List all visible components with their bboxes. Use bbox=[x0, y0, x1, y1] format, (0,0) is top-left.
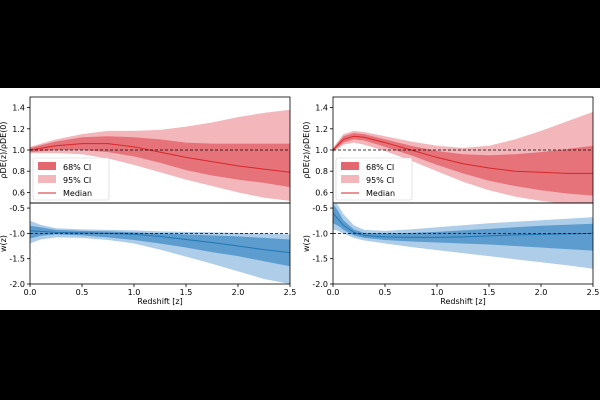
legend-ci68-label: 68% CI bbox=[63, 163, 91, 172]
top-ytick-label: 1.2 bbox=[315, 125, 328, 134]
top-ytick-label: 1.2 bbox=[12, 125, 25, 134]
legend-median-label: Median bbox=[366, 189, 395, 198]
bottom-axes-frame bbox=[332, 202, 594, 285]
bottom-y-axis-label: w(z) bbox=[0, 235, 8, 252]
top-ytick-label: 0.8 bbox=[315, 167, 328, 176]
xtick-label: 0.0 bbox=[24, 288, 37, 297]
legend-ci95-label: 95% CI bbox=[63, 176, 91, 185]
rho-median-line bbox=[333, 135, 593, 174]
legend-ci95-swatch bbox=[38, 175, 56, 183]
w-median-line bbox=[30, 230, 290, 254]
bottom-ytick-label: -1.5 bbox=[9, 255, 25, 264]
bottom-ytick-label: -0.5 bbox=[312, 204, 328, 213]
xtick-label: 2.5 bbox=[284, 288, 297, 297]
bottom-ytick-label: -1.0 bbox=[9, 229, 25, 238]
top-ytick-label: 1.4 bbox=[12, 104, 25, 113]
rho-ci68-band bbox=[333, 133, 593, 196]
xtick-label: 2.5 bbox=[587, 288, 600, 297]
legend-median-label: Median bbox=[63, 189, 92, 198]
legend-ci95-swatch bbox=[341, 175, 359, 183]
bottom-ytick-label: -1.5 bbox=[312, 255, 328, 264]
xtick-label: 0.5 bbox=[379, 288, 392, 297]
x-axis-label: Redshift [z] bbox=[440, 297, 485, 306]
top-y-axis-label: ρDE(z)/ρDE(0) bbox=[302, 121, 311, 178]
bottom-ytick-label: -0.5 bbox=[9, 204, 25, 213]
top-ytick-label: 0.8 bbox=[12, 167, 25, 176]
top-ytick-label: 0.6 bbox=[12, 188, 25, 197]
legend-ci68-swatch bbox=[341, 162, 359, 170]
xtick-label: 1.0 bbox=[431, 288, 444, 297]
w-ci68-band bbox=[30, 225, 290, 267]
panel-right: 0.6 0.8 1.0 1.2 1.4 ρDE(z)/ρDE(0) 68% CI 95% CI… bbox=[302, 96, 600, 306]
legend-ci68-swatch bbox=[38, 162, 56, 170]
top-ytick-label: 1.0 bbox=[12, 146, 25, 155]
bottom-plot-area bbox=[333, 203, 593, 269]
top-ytick-label: 1.0 bbox=[315, 146, 328, 155]
w-median-line bbox=[333, 212, 593, 238]
bottom-y-axis-label: w(z) bbox=[302, 235, 311, 252]
legend-ci95-label: 95% CI bbox=[366, 176, 394, 185]
xtick-label: 0.5 bbox=[76, 288, 89, 297]
xtick-label: 0.0 bbox=[327, 288, 340, 297]
top-ytick-label: 0.6 bbox=[315, 188, 328, 197]
top-plot-area bbox=[333, 111, 593, 203]
bottom-axes-frame bbox=[29, 202, 291, 285]
legend: 68% CI 95% CI Median bbox=[32, 157, 110, 201]
xtick-label: 1.0 bbox=[128, 288, 141, 297]
bottom-ytick-label: -2.0 bbox=[312, 280, 328, 289]
panel-left: 0.6 0.8 1.0 1.2 1.4 ρDE(z)/ρDE(0) 68% CI 95% CI… bbox=[0, 96, 297, 306]
bottom-plot-area bbox=[30, 220, 290, 284]
bottom-ytick-label: -1.0 bbox=[312, 229, 328, 238]
rho-median-line bbox=[30, 143, 290, 173]
top-plot-area bbox=[30, 109, 290, 201]
legend: 68% CI 95% CI Median bbox=[335, 157, 413, 201]
top-y-axis-label: ρDE(z)/ρDE(0) bbox=[0, 121, 8, 178]
rho-ci68-band bbox=[30, 136, 290, 188]
xtick-label: 1.5 bbox=[180, 288, 193, 297]
w-ci68-band bbox=[333, 204, 593, 251]
xtick-label: 2.0 bbox=[232, 288, 245, 297]
bottom-ytick-label: -2.0 bbox=[9, 280, 25, 289]
legend-ci68-label: 68% CI bbox=[366, 163, 394, 172]
xtick-label: 1.5 bbox=[483, 288, 496, 297]
xtick-label: 2.0 bbox=[535, 288, 548, 297]
x-axis-label: Redshift [z] bbox=[137, 297, 182, 306]
top-ytick-label: 1.4 bbox=[315, 104, 328, 113]
